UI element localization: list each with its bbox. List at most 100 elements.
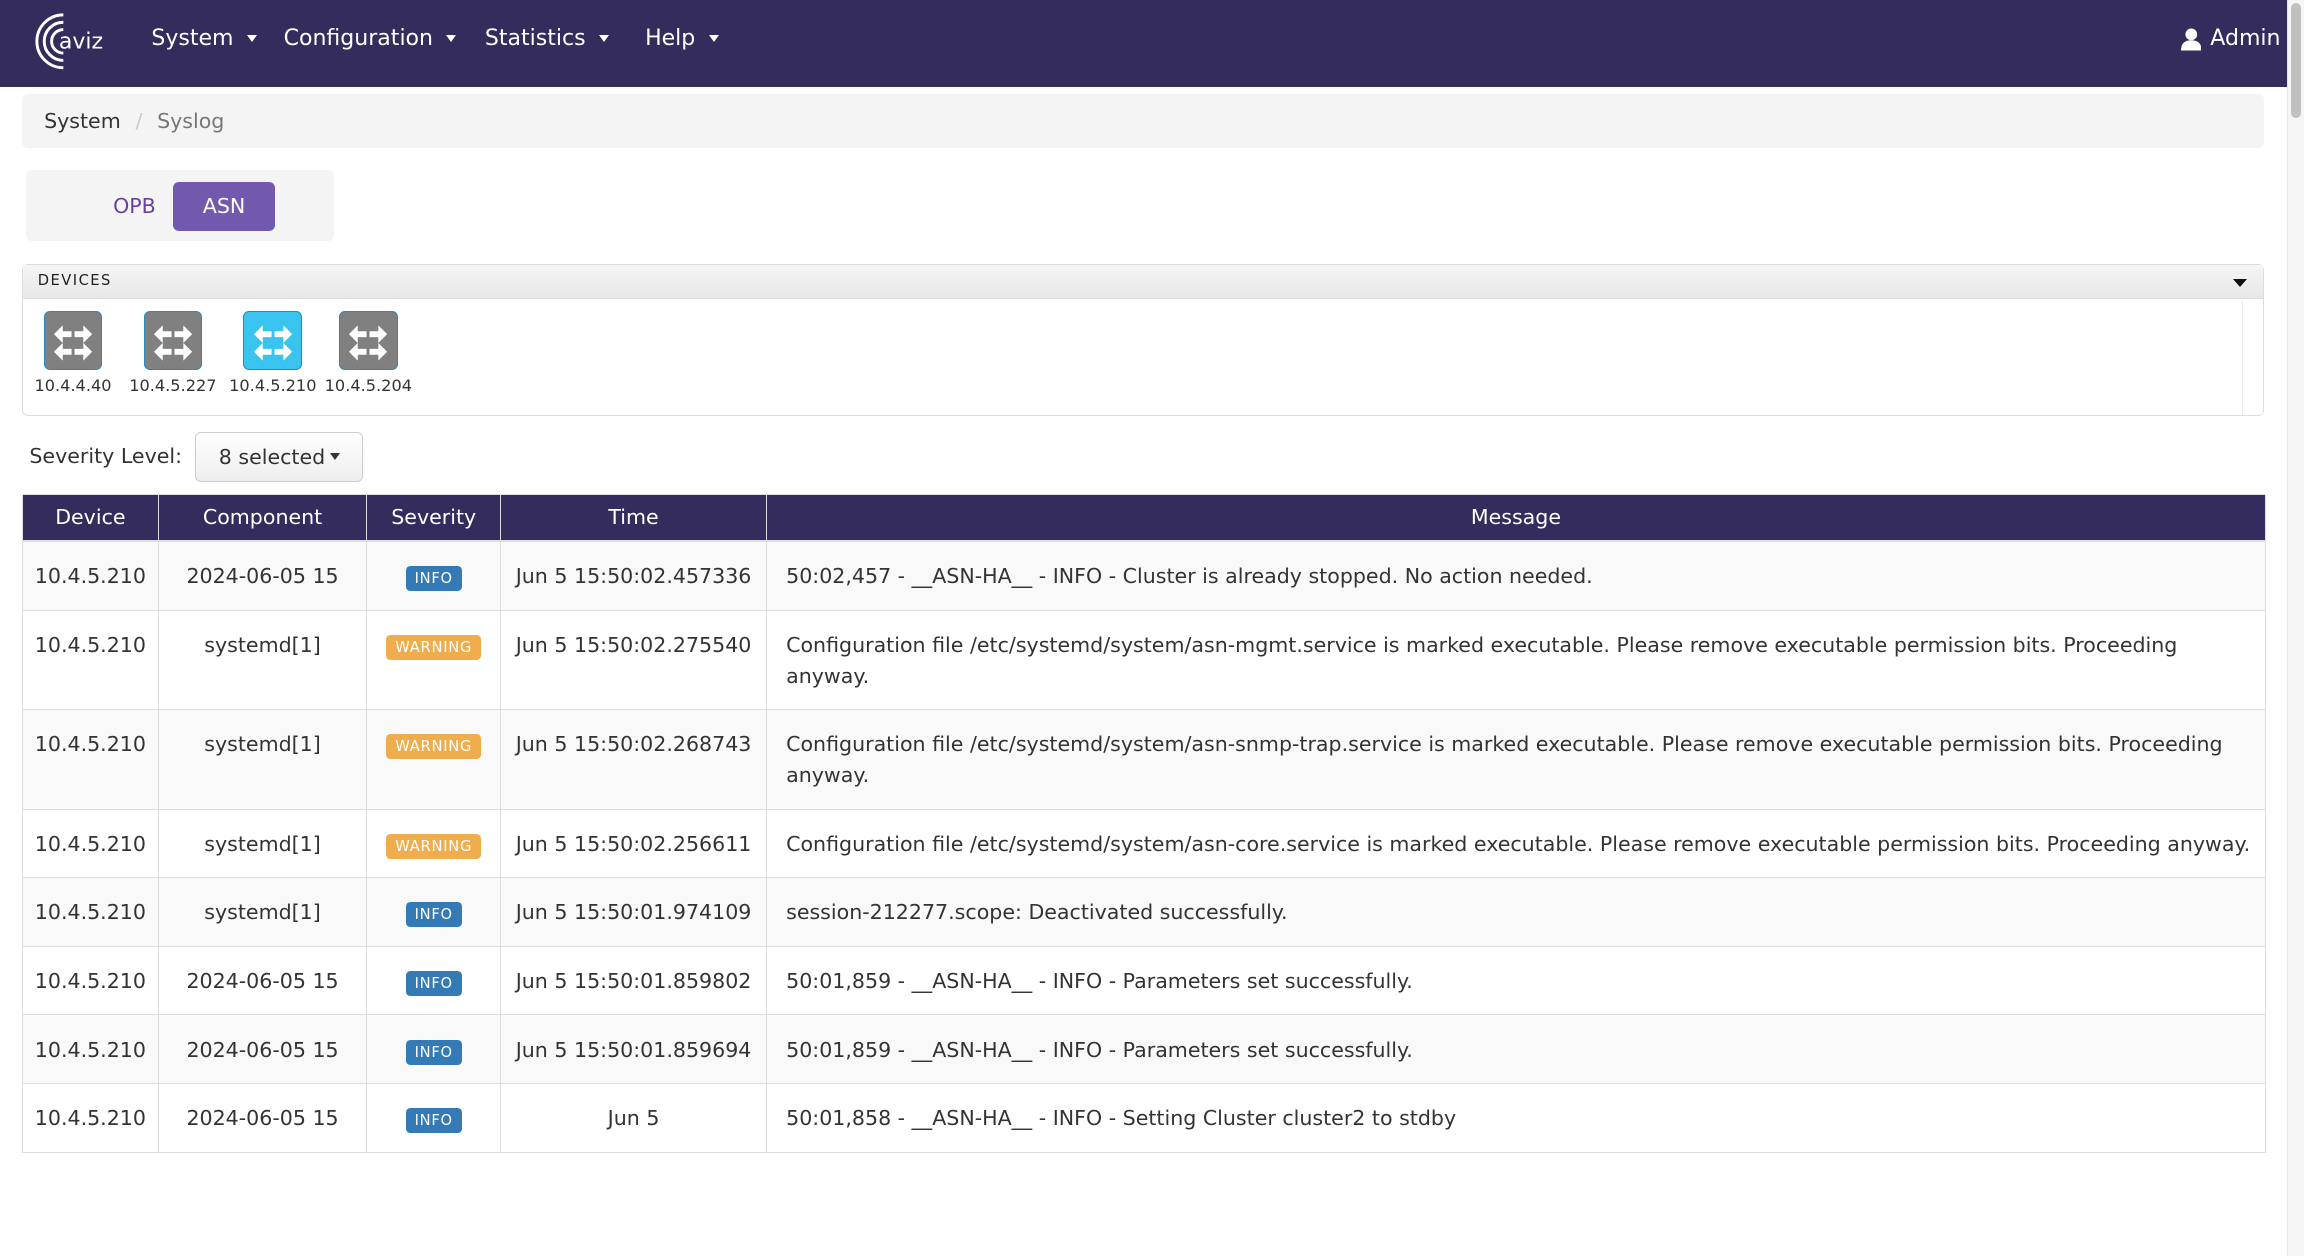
cell-component: systemd[1] <box>157 609 368 711</box>
cell-time: Jun 5 15:50:02.256611 <box>500 808 768 879</box>
cell-component: systemd[1] <box>157 709 368 810</box>
caret-down-icon <box>246 35 257 43</box>
breadcrumb: System / Syslog <box>22 94 2265 149</box>
network-switch-icon <box>243 311 303 370</box>
severity-value: 8 selected <box>218 444 326 469</box>
menu-system[interactable]: System <box>151 26 257 52</box>
cell-time: Jun 5 15:50:01.859802 <box>500 945 768 1016</box>
cell-device: 10.4.5.210 <box>22 1083 159 1153</box>
cell-message: 50:01,858 - __ASN-HA__ - INFO - Setting … <box>766 1083 2266 1153</box>
severity-badge: WARNING <box>386 634 481 660</box>
devices-title: DEVICES <box>37 272 112 290</box>
table-row: 10.4.5.210 2024-06-05 15 INFO Jun 5 50:01,85… <box>22 1083 2266 1153</box>
cell-severity: WARNING <box>366 609 502 711</box>
severity-badge: INFO <box>405 1108 462 1134</box>
cell-severity: WARNING <box>366 808 502 879</box>
device-ip: 10.4.5.210 <box>229 375 317 395</box>
device-item[interactable]: 10.4.5.227 <box>124 311 221 395</box>
cell-component: 2024-06-05 15 <box>157 540 368 611</box>
header-component[interactable]: Component <box>157 493 368 543</box>
header-severity[interactable]: Severity <box>366 493 502 543</box>
cell-time: Jun 5 15:50:01.859694 <box>500 1014 768 1085</box>
menu-help[interactable]: Help <box>645 26 719 52</box>
cell-message: 50:02,457 - __ASN-HA__ - INFO - Cluster … <box>766 540 2266 611</box>
menu-label: Statistics <box>484 26 586 52</box>
header-device[interactable]: Device <box>22 493 159 543</box>
cell-time: Jun 5 15:50:02.275540 <box>500 609 768 711</box>
cell-message: Configuration file /etc/systemd/system/a… <box>766 609 2266 711</box>
devices-scrollbar[interactable] <box>2241 297 2264 415</box>
toggle-opb[interactable]: OPB <box>113 193 156 218</box>
header-time[interactable]: Time <box>500 493 768 543</box>
user-menu[interactable]: Admin <box>2180 26 2281 52</box>
severity-badge: INFO <box>405 1039 462 1065</box>
cell-message: 50:01,859 - __ASN-HA__ - INFO - Paramete… <box>766 1014 2266 1085</box>
cell-device: 10.4.5.210 <box>22 877 159 947</box>
cell-component: 2024-06-05 15 <box>157 1083 368 1153</box>
menu-configuration[interactable]: Configuration <box>284 26 457 51</box>
cell-severity: INFO <box>366 1014 502 1085</box>
device-item[interactable]: 10.4.4.40 <box>25 311 122 395</box>
devices-header[interactable]: DEVICES <box>23 265 2264 299</box>
severity-badge: INFO <box>405 902 462 928</box>
menu-label: Help <box>645 26 696 52</box>
menu-label: Configuration <box>283 26 434 52</box>
device-ip: 10.4.5.227 <box>129 375 217 395</box>
device-item[interactable]: 10.4.5.210 <box>224 311 321 395</box>
menu-statistics[interactable]: Statistics <box>485 26 609 51</box>
devices-panel: DEVICES 10.4.4.40 10.4.5.227 10.4.5.210 10.… <box>22 264 2265 416</box>
cell-severity: WARNING <box>366 709 502 810</box>
table-row: 10.4.5.210 systemd[1] WARNING Jun 5 15:50:0… <box>22 709 2266 810</box>
scrollbar-thumb[interactable] <box>2290 2 2302 118</box>
user-icon <box>2180 28 2202 51</box>
cell-device: 10.4.5.210 <box>22 609 159 711</box>
caret-down-icon <box>598 35 609 43</box>
breadcrumb-system[interactable]: System <box>44 109 121 134</box>
toggle-asn[interactable]: ASN <box>173 182 275 231</box>
device-item[interactable]: 10.4.5.204 <box>320 311 417 395</box>
aviz-logo[interactable]: aviz <box>31 9 107 74</box>
cell-severity: INFO <box>366 1083 502 1153</box>
menu-label: System <box>151 26 234 52</box>
network-switch-icon <box>338 311 398 370</box>
severity-badge: INFO <box>405 566 462 592</box>
svg-text:aviz: aviz <box>59 29 103 54</box>
severity-dropdown[interactable]: 8 selected <box>195 432 363 482</box>
cell-component: 2024-06-05 15 <box>157 945 368 1016</box>
network-switch-icon <box>43 311 103 370</box>
cell-device: 10.4.5.210 <box>22 945 159 1016</box>
user-name: Admin <box>2210 26 2281 52</box>
table-row: 10.4.5.210 systemd[1] INFO Jun 5 15:50:01.9… <box>22 877 2266 947</box>
header-message[interactable]: Message <box>766 493 2266 543</box>
page-scrollbar[interactable] <box>2286 0 2304 1256</box>
device-ip: 10.4.5.204 <box>324 375 413 395</box>
breadcrumb-syslog: Syslog <box>157 109 225 134</box>
severity-badge: INFO <box>405 971 462 996</box>
syslog-table: Device Component Severity Time Message 1… <box>22 493 2266 1153</box>
cell-message: session-212277.scope: Deactivated succes… <box>766 877 2266 947</box>
cell-severity: INFO <box>366 540 502 611</box>
cell-message: Configuration file /etc/systemd/system/a… <box>766 709 2266 810</box>
network-switch-icon <box>143 311 203 370</box>
table-row: 10.4.5.210 2024-06-05 15 INFO Jun 5 15:50:0… <box>22 540 2266 611</box>
collapse-caret-icon[interactable] <box>2233 278 2248 288</box>
cell-message: Configuration file /etc/systemd/system/a… <box>766 808 2266 879</box>
table-row: 10.4.5.210 systemd[1] WARNING Jun 5 15:50:0… <box>22 808 2266 879</box>
table-row: 10.4.5.210 2024-06-05 15 INFO Jun 5 15:50:0… <box>22 1014 2266 1085</box>
cell-component: 2024-06-05 15 <box>157 1014 368 1085</box>
cell-message: 50:01,859 - __ASN-HA__ - INFO - Paramete… <box>766 945 2266 1016</box>
severity-label: Severity Level: <box>29 443 183 468</box>
cell-device: 10.4.5.210 <box>22 540 159 611</box>
top-navbar: aviz System Configuration Statistics Hel… <box>0 0 2288 87</box>
table-row: 10.4.5.210 systemd[1] WARNING Jun 5 15:50:0… <box>22 609 2266 711</box>
cell-time: Jun 5 15:50:02.268743 <box>500 709 768 810</box>
cell-device: 10.4.5.210 <box>22 709 159 810</box>
cell-time: Jun 5 15:50:02.457336 <box>500 540 768 611</box>
severity-badge: WARNING <box>386 833 481 859</box>
cell-severity: INFO <box>366 877 502 947</box>
table-row: 10.4.5.210 2024-06-05 15 INFO Jun 5 15:50:0… <box>22 945 2266 1016</box>
cell-severity: INFO <box>366 945 502 1016</box>
caret-down-icon <box>446 35 457 43</box>
breadcrumb-separator: / <box>135 109 143 134</box>
device-type-toggle: OPB ASN <box>26 170 334 241</box>
